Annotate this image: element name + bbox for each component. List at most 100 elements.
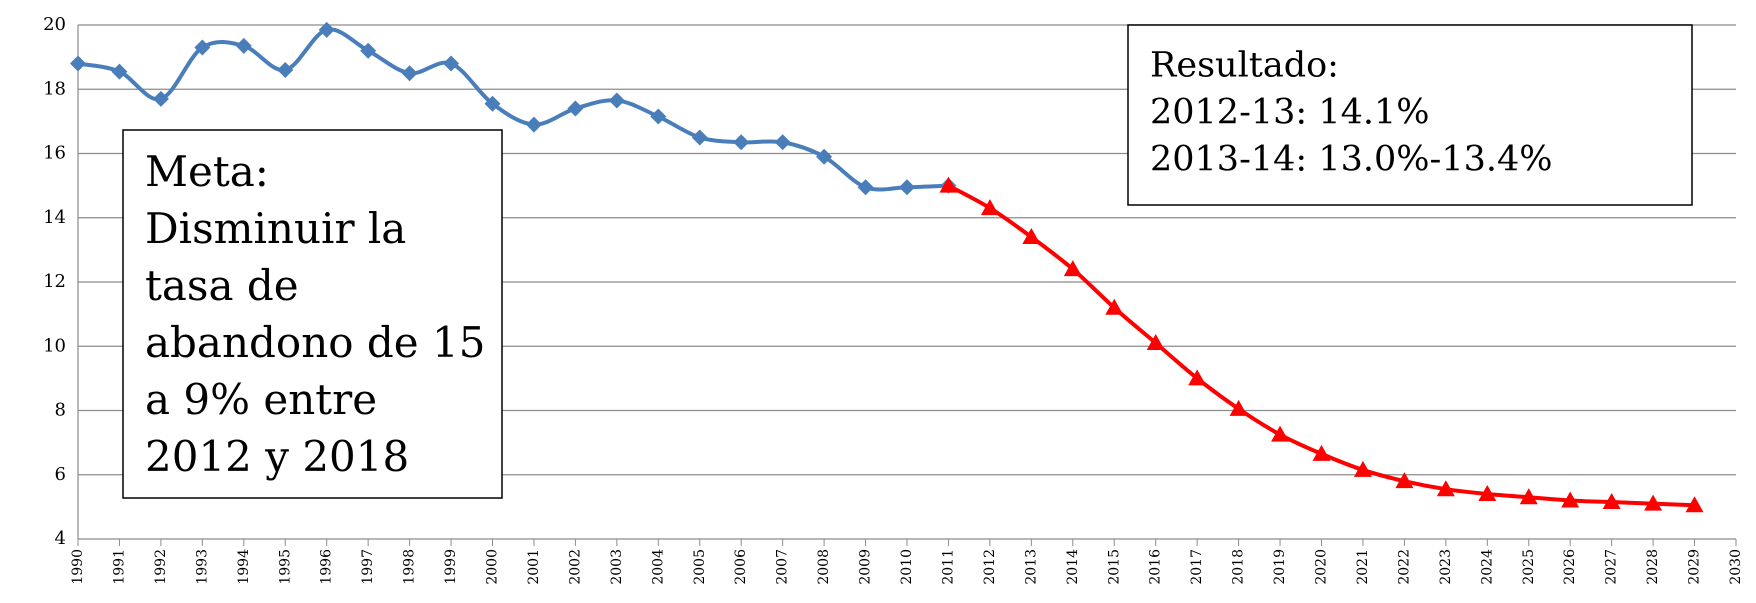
- marker: [980, 199, 999, 216]
- y-tick-label: 12: [43, 271, 66, 292]
- y-tick-label: 8: [55, 400, 66, 421]
- x-tick-label: 2012: [982, 549, 998, 585]
- y-tick-label: 6: [55, 464, 66, 485]
- annotation-text: Resultado:: [1150, 46, 1339, 86]
- x-tick-label: 2024: [1479, 549, 1495, 585]
- x-tick-label: 2003: [609, 549, 625, 585]
- x-tick-label: 2006: [733, 549, 749, 585]
- marker: [1229, 399, 1248, 416]
- marker: [1685, 496, 1704, 513]
- x-tick-label: 1995: [277, 549, 293, 585]
- marker: [70, 55, 86, 72]
- marker: [111, 63, 128, 80]
- marker: [567, 100, 584, 117]
- annotation-text: abandono de 15: [145, 318, 485, 367]
- marker: [1478, 485, 1497, 502]
- marker: [857, 179, 874, 196]
- marker: [1395, 472, 1414, 489]
- x-tick-label: 1993: [194, 549, 210, 585]
- marker: [277, 61, 294, 78]
- marker: [1602, 493, 1621, 510]
- marker: [1188, 369, 1207, 386]
- x-tick-label: 2021: [1355, 549, 1371, 585]
- x-tick-label: 1996: [319, 549, 335, 585]
- marker: [401, 65, 418, 82]
- x-tick-label: 1998: [402, 549, 418, 585]
- x-tick-label: 1992: [153, 549, 169, 585]
- marker: [774, 134, 791, 151]
- y-tick-label: 20: [43, 14, 66, 35]
- marker: [152, 90, 169, 107]
- x-tick-label: 2011: [940, 549, 956, 585]
- annotation-text: 2012 y 2018: [145, 432, 409, 481]
- marker: [318, 21, 335, 38]
- x-tick-label: 2027: [1604, 549, 1620, 585]
- marker: [939, 176, 958, 193]
- marker: [816, 148, 833, 165]
- x-tick-label: 2010: [899, 549, 915, 585]
- annotation-text: Disminuir la: [145, 204, 406, 253]
- marker: [525, 116, 542, 133]
- marker: [691, 129, 708, 146]
- y-tick-label: 16: [43, 143, 66, 164]
- x-tick-label: 2009: [858, 549, 874, 585]
- x-tick-label: 2023: [1438, 549, 1454, 585]
- x-tick-label: 2001: [526, 549, 542, 585]
- x-tick-label: 2005: [692, 549, 708, 585]
- marker: [733, 134, 750, 151]
- marker: [1353, 460, 1372, 477]
- marker: [1146, 334, 1165, 351]
- x-tick-label: 2026: [1562, 549, 1578, 585]
- marker: [360, 42, 377, 59]
- marker: [1561, 491, 1580, 508]
- marker: [1022, 228, 1041, 245]
- marker: [1105, 298, 1124, 315]
- x-tick-label: 2019: [1272, 549, 1288, 585]
- annotation-text: tasa de: [145, 261, 299, 310]
- x-tick-label: 2018: [1231, 549, 1247, 585]
- x-tick-label: 1991: [111, 549, 127, 585]
- annotation-box: [1127, 24, 1693, 206]
- marker: [608, 92, 625, 109]
- marker: [1271, 425, 1290, 442]
- marker: [650, 108, 667, 125]
- y-tick-label: 18: [43, 78, 66, 99]
- x-tick-label: 2007: [775, 549, 791, 585]
- x-tick-label: 2029: [1687, 549, 1703, 585]
- y-tick-label: 14: [43, 207, 66, 228]
- annotation-text: Meta:: [145, 147, 269, 196]
- marker: [235, 37, 252, 54]
- x-tick-label: 2028: [1645, 549, 1661, 585]
- x-tick-label: 1994: [236, 549, 252, 585]
- marker: [484, 95, 501, 112]
- x-tick-label: 2017: [1189, 549, 1205, 585]
- marker: [899, 179, 915, 196]
- annotation-text: a 9% entre: [145, 375, 377, 424]
- marker: [1436, 480, 1455, 497]
- x-tick-label: 2002: [567, 549, 583, 585]
- y-tick-label: 10: [43, 335, 66, 356]
- x-tick-label: 2025: [1521, 549, 1537, 585]
- marker: [443, 55, 460, 72]
- x-tick-label: 1990: [70, 549, 86, 585]
- marker: [194, 39, 211, 56]
- x-tick-label: 2004: [650, 549, 666, 585]
- x-tick-label: 2008: [816, 549, 832, 585]
- x-tick-label: 2013: [1023, 549, 1039, 585]
- marker: [1063, 260, 1082, 277]
- marker: [1312, 444, 1331, 461]
- x-tick-label: 2022: [1396, 549, 1412, 585]
- series-line: [77, 27, 949, 192]
- annotation-text: 2013-14: 13.0%-13.4%: [1150, 140, 1553, 180]
- x-tick-label: 2030: [1728, 549, 1744, 585]
- x-tick-label: 2016: [1148, 549, 1164, 585]
- marker: [1644, 494, 1663, 511]
- x-tick-label: 2020: [1314, 549, 1330, 585]
- marker: [1519, 488, 1538, 505]
- x-tick-label: 1999: [443, 549, 459, 585]
- x-tick-label: 1997: [360, 549, 376, 585]
- annotation-box: [122, 129, 503, 499]
- x-tick-label: 2000: [485, 549, 501, 585]
- y-tick-label: 4: [55, 528, 66, 549]
